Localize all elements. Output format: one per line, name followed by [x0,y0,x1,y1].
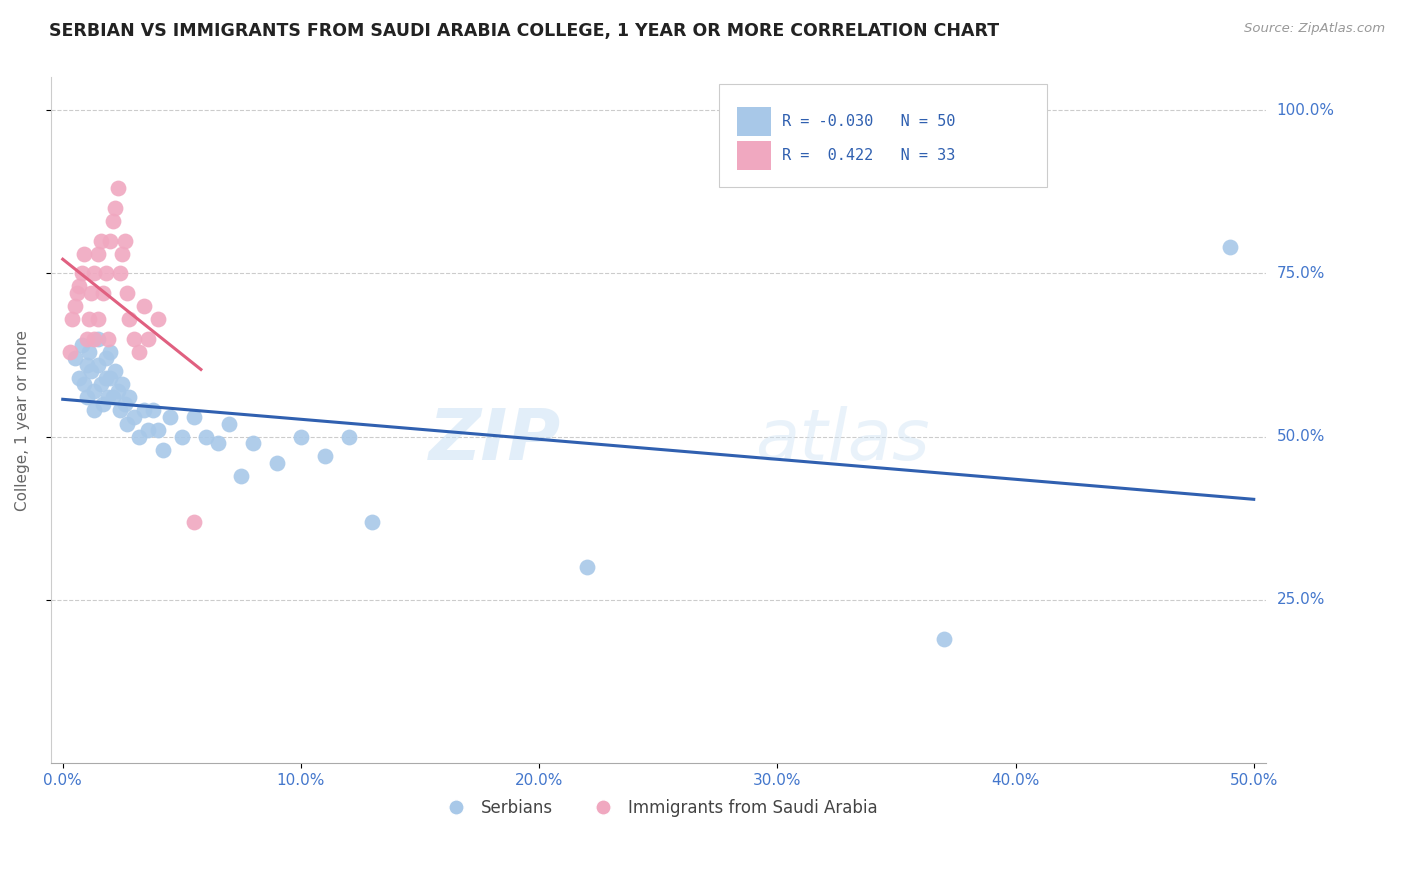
Point [111,377,134,392]
Point [114,234,136,248]
Text: atlas: atlas [755,407,929,475]
Point [132,403,155,417]
FancyBboxPatch shape [737,107,772,136]
Point [70,338,93,352]
Text: 75.0%: 75.0% [1277,266,1324,281]
Point [242,436,264,450]
Point [183,515,205,529]
Point [91,397,114,411]
Point [67,279,90,293]
FancyBboxPatch shape [718,85,1047,187]
Text: R =  0.422   N = 33: R = 0.422 N = 33 [782,148,956,163]
Point [122,332,145,346]
Point [138,332,160,346]
Point [152,442,174,457]
Point [90,377,112,392]
Point [107,181,129,195]
Point [266,456,288,470]
Point [159,410,181,425]
Point [100,234,122,248]
Text: SERBIAN VS IMMIGRANTS FROM SAUDI ARABIA COLLEGE, 1 YEAR OR MORE CORRELATION CHAR: SERBIAN VS IMMIGRANTS FROM SAUDI ARABIA … [49,22,1000,40]
Point [90,234,112,248]
Point [73,246,96,260]
Point [94,371,117,385]
Point [107,384,129,398]
Text: ZIP: ZIP [429,407,561,475]
Point [314,449,336,463]
Point [87,358,110,372]
Point [83,266,105,280]
Point [70,266,93,280]
Point [94,266,117,280]
Point [146,312,169,326]
Point [231,468,253,483]
Point [60,312,83,326]
Point [97,332,120,346]
Point [218,417,240,431]
Legend: Serbians, Immigrants from Saudi Arabia: Serbians, Immigrants from Saudi Arabia [433,792,884,823]
Point [101,391,124,405]
Point [118,312,141,326]
Y-axis label: College, 1 year or more: College, 1 year or more [15,330,30,511]
Point [115,285,138,300]
Point [87,246,110,260]
Point [63,351,86,366]
Point [76,358,98,372]
Point [87,332,110,346]
Point [77,344,100,359]
Point [138,423,160,437]
Point [146,423,169,437]
Point [83,403,105,417]
Point [108,266,131,280]
Text: 100.0%: 100.0% [1277,103,1334,118]
Point [1219,240,1241,254]
Point [87,312,110,326]
Point [100,371,122,385]
Point [97,391,120,405]
Point [361,515,384,529]
Point [59,344,82,359]
Point [101,214,124,228]
Point [108,403,131,417]
Point [100,344,122,359]
Point [337,429,360,443]
Point [194,429,217,443]
Point [77,312,100,326]
Point [115,417,138,431]
Point [73,377,96,392]
Point [67,371,90,385]
Point [94,351,117,366]
Point [76,332,98,346]
Point [122,410,145,425]
Point [114,397,136,411]
Point [80,364,103,378]
Point [128,429,150,443]
Point [104,201,127,215]
Point [80,285,103,300]
FancyBboxPatch shape [737,141,772,170]
Point [118,391,141,405]
Text: Source: ZipAtlas.com: Source: ZipAtlas.com [1244,22,1385,36]
Point [83,384,105,398]
Point [932,632,955,646]
Point [111,246,134,260]
Point [83,332,105,346]
Point [66,285,89,300]
Point [142,403,165,417]
Text: 25.0%: 25.0% [1277,592,1324,607]
Point [183,410,205,425]
Point [63,299,86,313]
Point [104,364,127,378]
Point [290,429,312,443]
Point [128,344,150,359]
Point [575,560,598,574]
Point [170,429,193,443]
Point [76,391,98,405]
Text: R = -0.030   N = 50: R = -0.030 N = 50 [782,114,956,128]
Point [91,285,114,300]
Point [207,436,229,450]
Text: 50.0%: 50.0% [1277,429,1324,444]
Point [132,299,155,313]
